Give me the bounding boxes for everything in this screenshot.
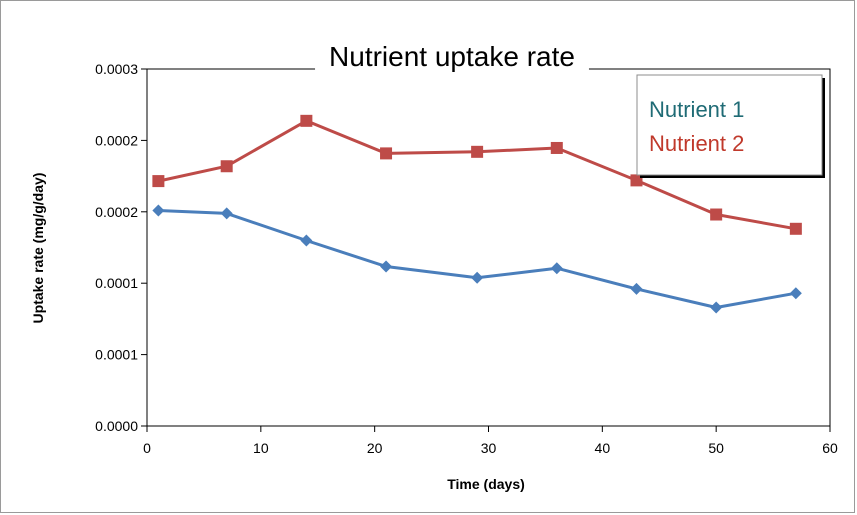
- y-tick-label: 0.0003: [95, 61, 138, 77]
- legend-entry-1: Nutrient 1: [649, 97, 744, 122]
- x-tick-label: 60: [822, 440, 838, 456]
- legend-box: [636, 74, 823, 176]
- y-tick-label: 0.0001: [95, 347, 138, 363]
- x-axis-title: Time (days): [447, 476, 525, 492]
- chart-title: Nutrient uptake rate: [329, 41, 575, 72]
- y-tick-label: 0.0000: [95, 418, 138, 434]
- series-2-point: [300, 114, 313, 127]
- series-2-point: [220, 160, 233, 173]
- series-2-point: [630, 174, 643, 187]
- series-1-point: [152, 204, 165, 217]
- y-tick-label: 0.0002: [95, 204, 138, 220]
- series-1-point: [550, 262, 563, 275]
- series-1-point: [380, 260, 393, 273]
- series-1-point: [630, 282, 643, 295]
- legend: Nutrient 1 Nutrient 2: [636, 74, 825, 178]
- series-1-point: [220, 207, 233, 220]
- series-1-point: [789, 287, 802, 300]
- x-tick-label: 0: [143, 440, 151, 456]
- title-layer: Nutrient uptake rate: [315, 39, 589, 74]
- legend-entry-2: Nutrient 2: [649, 131, 744, 156]
- x-tick-label: 50: [708, 440, 724, 456]
- series-1-point: [300, 234, 313, 247]
- x-axis: 0 10 20 30 40 50 60: [143, 426, 838, 456]
- y-axis-title: Uptake rate (mg/g/day): [30, 173, 46, 324]
- y-tick-label: 0.0001: [95, 275, 138, 291]
- series-layer: [152, 114, 802, 314]
- series-2-point: [710, 208, 723, 221]
- x-tick-label: 20: [367, 440, 383, 456]
- y-axis: 0.0000 0.0001 0.0001 0.0002 0.0002 0.0003: [95, 61, 147, 434]
- series-2-point: [550, 141, 563, 154]
- series-1-line: [158, 209, 797, 309]
- series-1-point: [710, 301, 723, 314]
- x-tick-label: 10: [253, 440, 269, 456]
- series-2: [152, 114, 802, 235]
- x-tick-label: 40: [595, 440, 611, 456]
- x-tick-label: 30: [481, 440, 497, 456]
- chart-title-background: [315, 39, 589, 74]
- series-2-point: [380, 147, 393, 160]
- series-1-point: [471, 271, 484, 284]
- series-2-point: [789, 222, 802, 235]
- series-2-point: [471, 145, 484, 158]
- series-2-point: [152, 175, 165, 188]
- y-tick-label: 0.0002: [95, 132, 138, 148]
- series-1: [152, 204, 802, 314]
